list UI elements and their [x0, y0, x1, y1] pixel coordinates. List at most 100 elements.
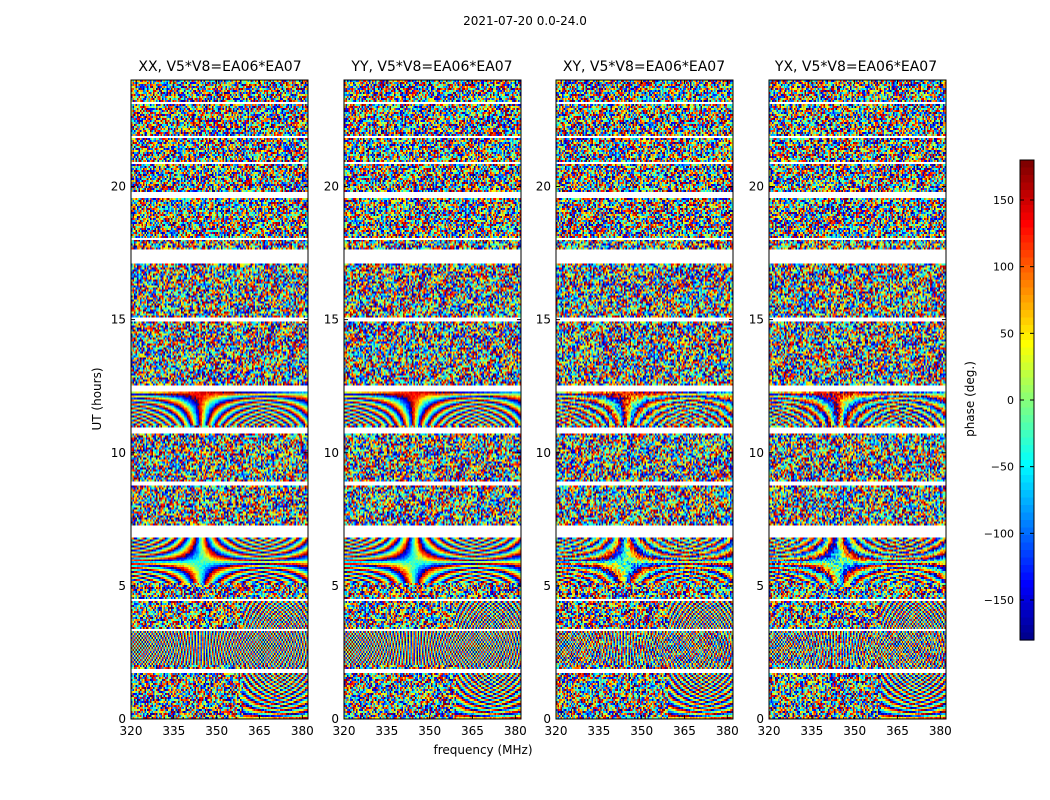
x-tick-label: 350: [630, 724, 653, 738]
colorbar-segment: [1020, 212, 1034, 221]
colorbar-segment: [1020, 272, 1034, 281]
colorbar-segment: [1020, 265, 1034, 274]
y-tick-label: 15: [536, 313, 551, 327]
x-tick-label: 380: [716, 724, 739, 738]
heatmap-image-yx: [769, 80, 946, 719]
heatmap-image-yy: [344, 80, 521, 719]
colorbar-tick-label: 100: [993, 261, 1014, 274]
y-tick-label: 5: [756, 579, 764, 593]
x-tick-label: 365: [461, 724, 484, 738]
colorbar-segment: [1020, 430, 1034, 439]
y-tick-label: 15: [324, 313, 339, 327]
x-tick-label: 380: [929, 724, 952, 738]
panel-frame-yy: [343, 79, 522, 720]
panel-frame-yx: [768, 79, 947, 720]
colorbar-segment: [1020, 475, 1034, 484]
y-tick-label: 15: [111, 313, 126, 327]
colorbar-segment: [1020, 400, 1034, 409]
colorbar-segment: [1020, 227, 1034, 236]
colorbar-segment: [1020, 370, 1034, 379]
y-tick-label: 15: [749, 313, 764, 327]
colorbar-segment: [1020, 460, 1034, 469]
colorbar-segment: [1020, 415, 1034, 424]
colorbar-tick-label: 0: [1007, 394, 1014, 407]
y-tick-label: 5: [543, 579, 551, 593]
x-tick-label: 380: [504, 724, 527, 738]
y-tick-label: 10: [111, 446, 126, 460]
colorbar-segment: [1020, 302, 1034, 311]
colorbar-segment: [1020, 317, 1034, 326]
x-tick-label: 380: [291, 724, 314, 738]
colorbar-segment: [1020, 505, 1034, 514]
colorbar-segment: [1020, 377, 1034, 386]
colorbar-segment: [1020, 197, 1034, 206]
x-tick-label: 320: [120, 724, 143, 738]
colorbar-segment: [1020, 340, 1034, 349]
y-tick-label: 10: [324, 446, 339, 460]
colorbar-segment: [1020, 602, 1034, 611]
y-tick-label: 20: [111, 180, 126, 194]
y-tick-label: 0: [331, 712, 339, 726]
colorbar-segment: [1020, 295, 1034, 304]
colorbar-segment: [1020, 160, 1034, 169]
x-tick-label: 350: [205, 724, 228, 738]
x-tick-label: 335: [162, 724, 185, 738]
colorbar-segment: [1020, 572, 1034, 581]
colorbar-segment: [1020, 445, 1034, 454]
colorbar-segment: [1020, 467, 1034, 476]
colorbar-segment: [1020, 347, 1034, 356]
colorbar-segment: [1020, 355, 1034, 364]
y-tick-label: 20: [749, 180, 764, 194]
colorbar-segment: [1020, 205, 1034, 214]
colorbar-segment: [1020, 617, 1034, 626]
x-tick-label: 320: [758, 724, 781, 738]
colorbar-segment: [1020, 565, 1034, 574]
colorbar-segment: [1020, 287, 1034, 296]
colorbar-segment: [1020, 512, 1034, 521]
colorbar-tick-label: −50: [991, 461, 1014, 474]
colorbar-segment: [1020, 182, 1034, 191]
x-tick-label: 320: [333, 724, 356, 738]
colorbar-segment: [1020, 310, 1034, 319]
y-tick-label: 10: [749, 446, 764, 460]
y-tick-label: 20: [324, 180, 339, 194]
x-tick-label: 335: [587, 724, 610, 738]
x-tick-label: 335: [375, 724, 398, 738]
colorbar-tick-label: −150: [984, 594, 1014, 607]
y-tick-label: 20: [536, 180, 551, 194]
y-tick-label: 5: [331, 579, 339, 593]
colorbar-segment: [1020, 550, 1034, 559]
colorbar-segment: [1020, 557, 1034, 566]
figure-suptitle: 2021-07-20 0.0-24.0: [463, 14, 587, 28]
y-tick-label: 0: [756, 712, 764, 726]
colorbar-segment: [1020, 280, 1034, 289]
colorbar-segment: [1020, 257, 1034, 266]
x-tick-label: 365: [886, 724, 909, 738]
heatmap-image-xx: [131, 80, 308, 719]
y-tick-label: 10: [536, 446, 551, 460]
panel-title-yx: YX, V5*V8=EA06*EA07: [774, 59, 938, 75]
panel-title-yy: YY, V5*V8=EA06*EA07: [351, 59, 513, 75]
x-tick-label: 365: [248, 724, 271, 738]
panel-frame-xx: [130, 79, 309, 720]
colorbar-tick-label: 150: [993, 194, 1014, 207]
y-tick-label: 5: [118, 579, 126, 593]
panel-title-xy: XY, V5*V8=EA06*EA07: [562, 59, 726, 75]
colorbar-segment: [1020, 332, 1034, 341]
x-tick-label: 320: [545, 724, 568, 738]
x-tick-label: 365: [673, 724, 696, 738]
y-tick-label: 0: [543, 712, 551, 726]
colorbar-tick-label: 50: [1000, 327, 1014, 340]
x-tick-label: 350: [418, 724, 441, 738]
colorbar-segment: [1020, 407, 1034, 416]
colorbar-segment: [1020, 595, 1034, 604]
colorbar-segment: [1020, 535, 1034, 544]
colorbar-segment: [1020, 175, 1034, 184]
y-tick-label: 0: [118, 712, 126, 726]
colorbar-segment: [1020, 235, 1034, 244]
colorbar-segment: [1020, 520, 1034, 529]
colorbar-segment: [1020, 587, 1034, 596]
colorbar-segment: [1020, 580, 1034, 589]
colorbar-segment: [1020, 385, 1034, 394]
